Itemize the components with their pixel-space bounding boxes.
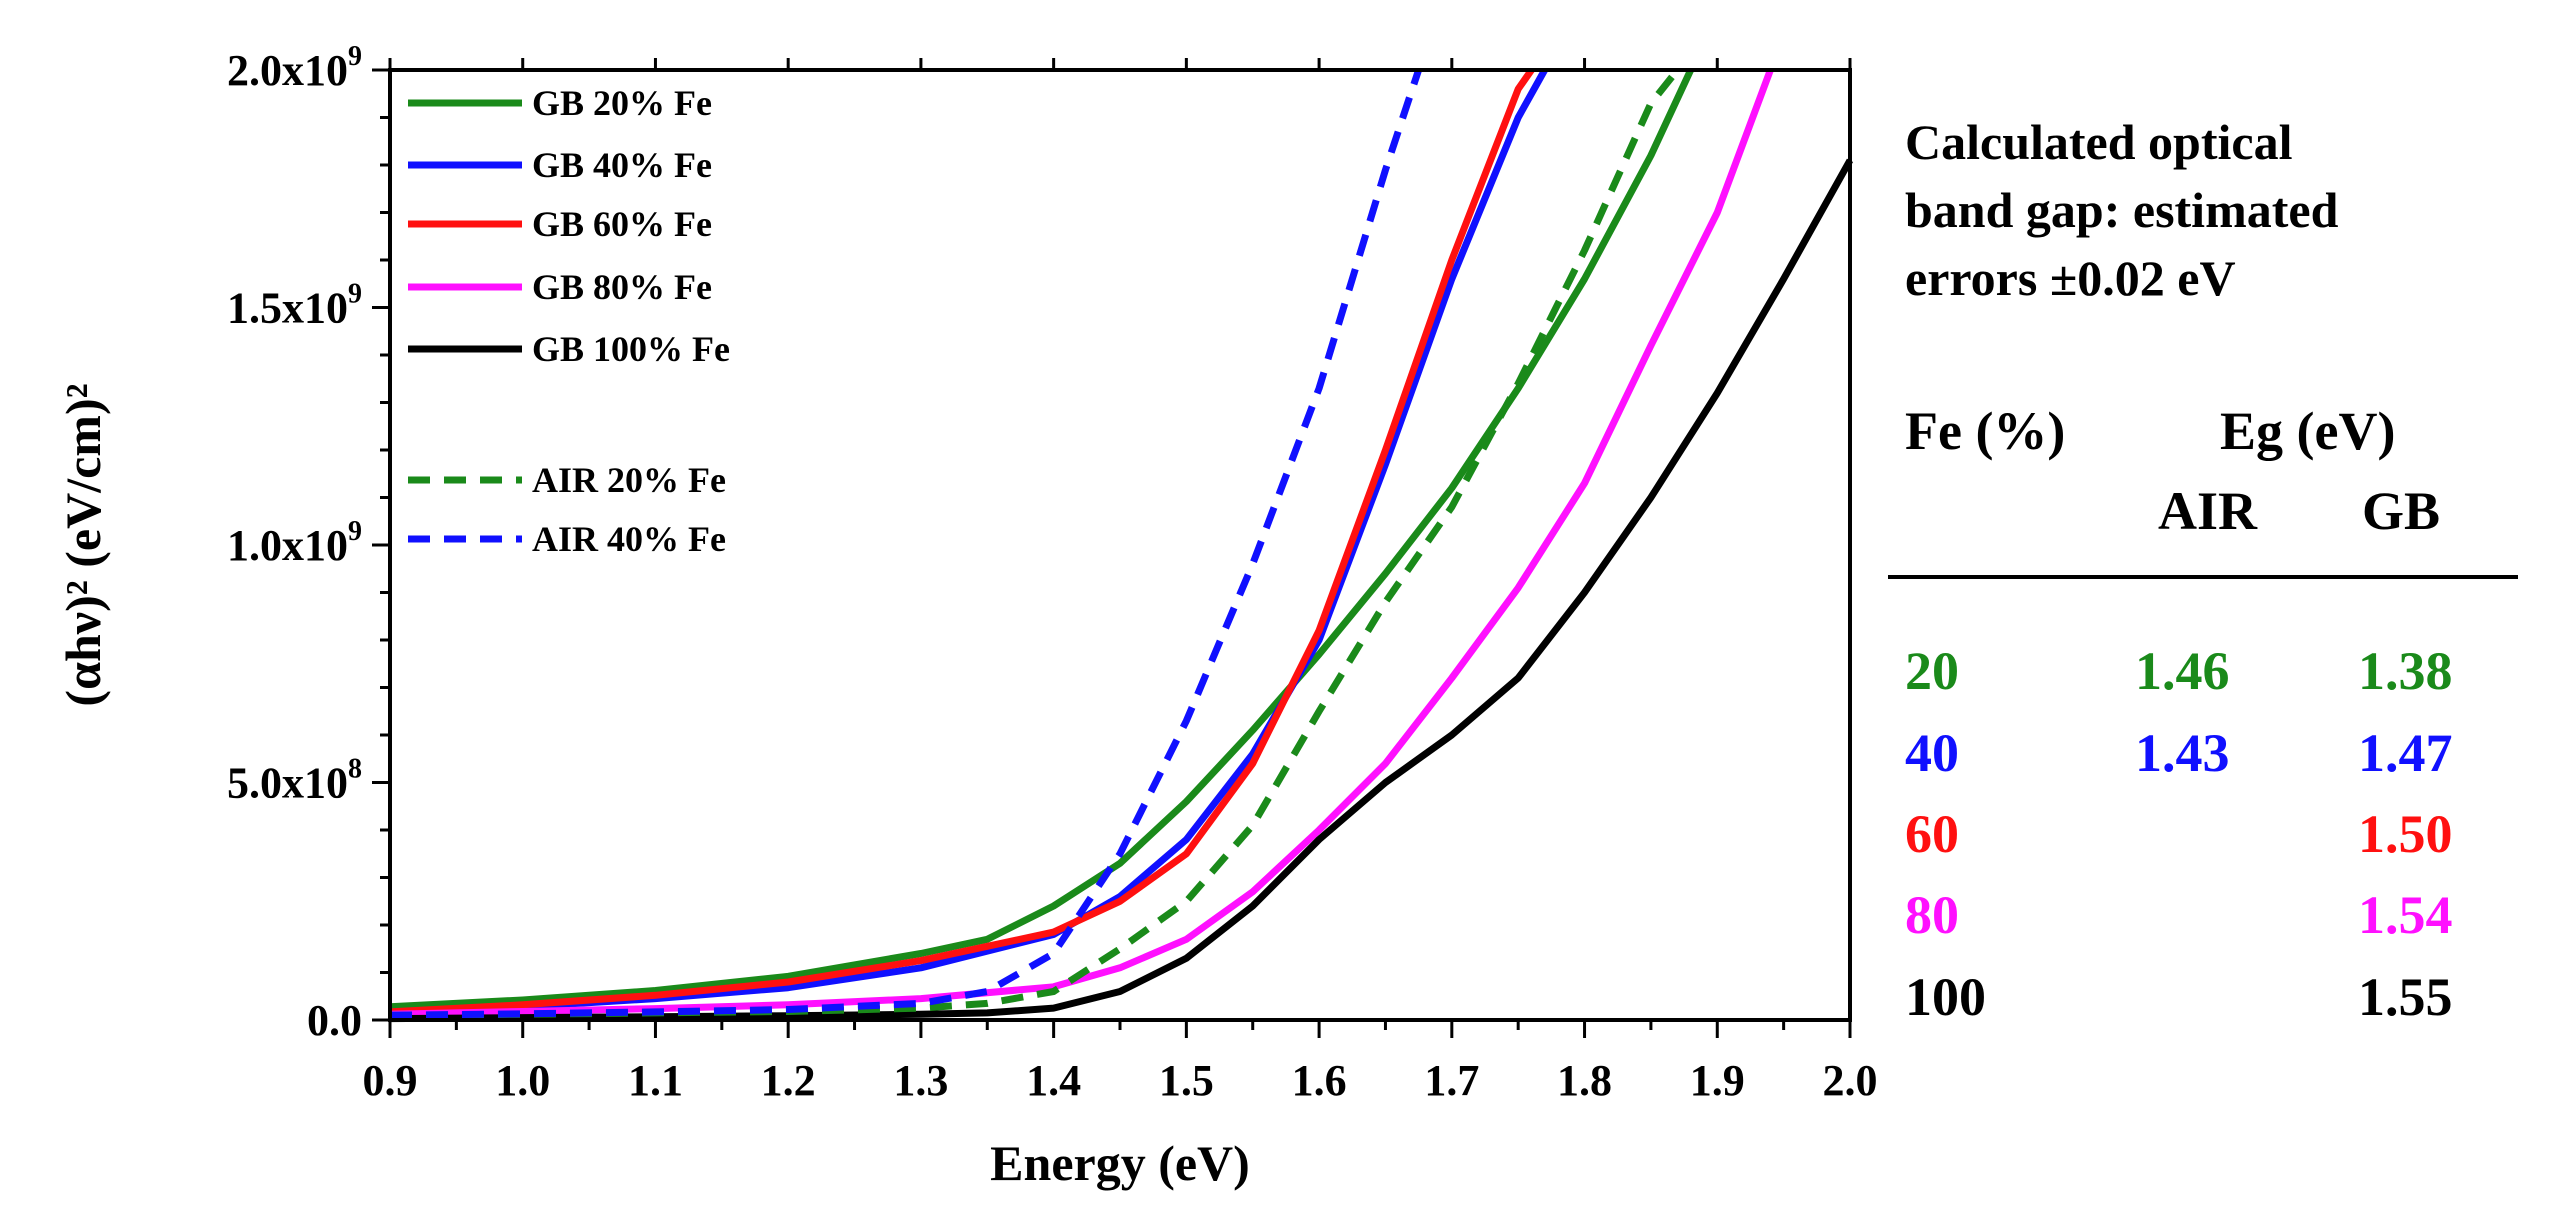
legend-label: GB 80% Fe [532,267,712,307]
y-tick-label: 1.5x109 [227,279,362,333]
header-gb: GB [2362,481,2441,541]
note-line-3: errors ±0.02 eV [1905,250,2236,306]
header-air: AIR [2158,481,2258,541]
cell-air: 1.43 [2135,723,2230,783]
x-tick-label: 1.7 [1424,1056,1479,1105]
y-tick-label: 1.0x109 [227,516,362,570]
cell-gb: 1.47 [2358,723,2453,783]
cell-gb: 1.50 [2358,804,2453,864]
y-tick-label: 0.0 [307,996,362,1045]
cell-gb: 1.55 [2358,967,2453,1027]
cell-fe: 60 [1905,804,1959,864]
header-eg: Eg (eV) [2220,401,2396,461]
x-axis-title: Energy (eV) [990,1135,1250,1191]
series-line-gb-100-fe [389,158,1854,1023]
cell-gb: 1.38 [2358,641,2453,701]
cell-air: 1.46 [2135,641,2230,701]
y-tick-labels: 0.0 5.0x108 1.0x109 1.5x109 2.0x109 [227,41,362,1045]
x-tick-label: 1.4 [1026,1056,1081,1105]
legend-label: GB 40% Fe [532,145,712,185]
x-tick-label: 1.8 [1557,1056,1612,1105]
series-line-gb-80-fe [389,68,1774,1018]
x-tick-labels: 0.9 1.0 1.1 1.2 1.3 1.4 1.5 1.6 1.7 1.8 1.9 2.0 [363,1056,1878,1105]
note-line-2: band gap: estimated [1905,182,2339,238]
series-line-gb-40-fe [389,68,1548,1017]
cell-fe: 20 [1905,641,1959,701]
table-rule [1888,575,2518,579]
legend-label: AIR 40% Fe [532,519,726,559]
x-tick-label: 1.2 [761,1056,816,1105]
series-line-gb-20-fe [389,68,1694,1011]
legend-label: GB 60% Fe [532,204,712,244]
x-tick-label: 1.5 [1159,1056,1214,1105]
y-tick-label: 2.0x109 [227,41,362,95]
header-fe: Fe (%) [1905,401,2066,461]
x-tick-label: 1.1 [628,1056,683,1105]
x-tick-label: 1.0 [495,1056,550,1105]
note-line-1: Calculated optical [1905,114,2293,170]
cell-gb: 1.54 [2358,885,2453,945]
series-line-air-20-fe [389,67,1681,1019]
cell-fe: 100 [1905,967,1986,1027]
legend-label: GB 100% Fe [532,329,730,369]
x-tick-label: 0.9 [363,1056,418,1105]
series-layer [389,67,1854,1023]
band-gap-note: Calculated optical band gap: estimated e… [1905,108,2545,312]
cell-fe: 80 [1905,885,1959,945]
x-tick-label: 1.3 [893,1056,948,1105]
legend-label: GB 20% Fe [532,83,712,123]
x-tick-label: 2.0 [1823,1056,1878,1105]
series-line-air-40-fe [389,68,1422,1019]
plot-frame [388,68,1852,1022]
y-tick-label: 5.0x108 [227,754,362,808]
series-line-gb-60-fe [389,67,1535,1016]
y-axis-title: (αhν)² (eV/cm)² [55,383,111,706]
legend-label: AIR 20% Fe [532,460,726,500]
cell-fe: 40 [1905,723,1959,783]
x-tick-label: 1.9 [1690,1056,1745,1105]
legend: GB 20% Fe GB 40% Fe GB 60% Fe GB 80% Fe GB 1… [408,83,730,559]
x-tick-label: 1.6 [1292,1056,1347,1105]
